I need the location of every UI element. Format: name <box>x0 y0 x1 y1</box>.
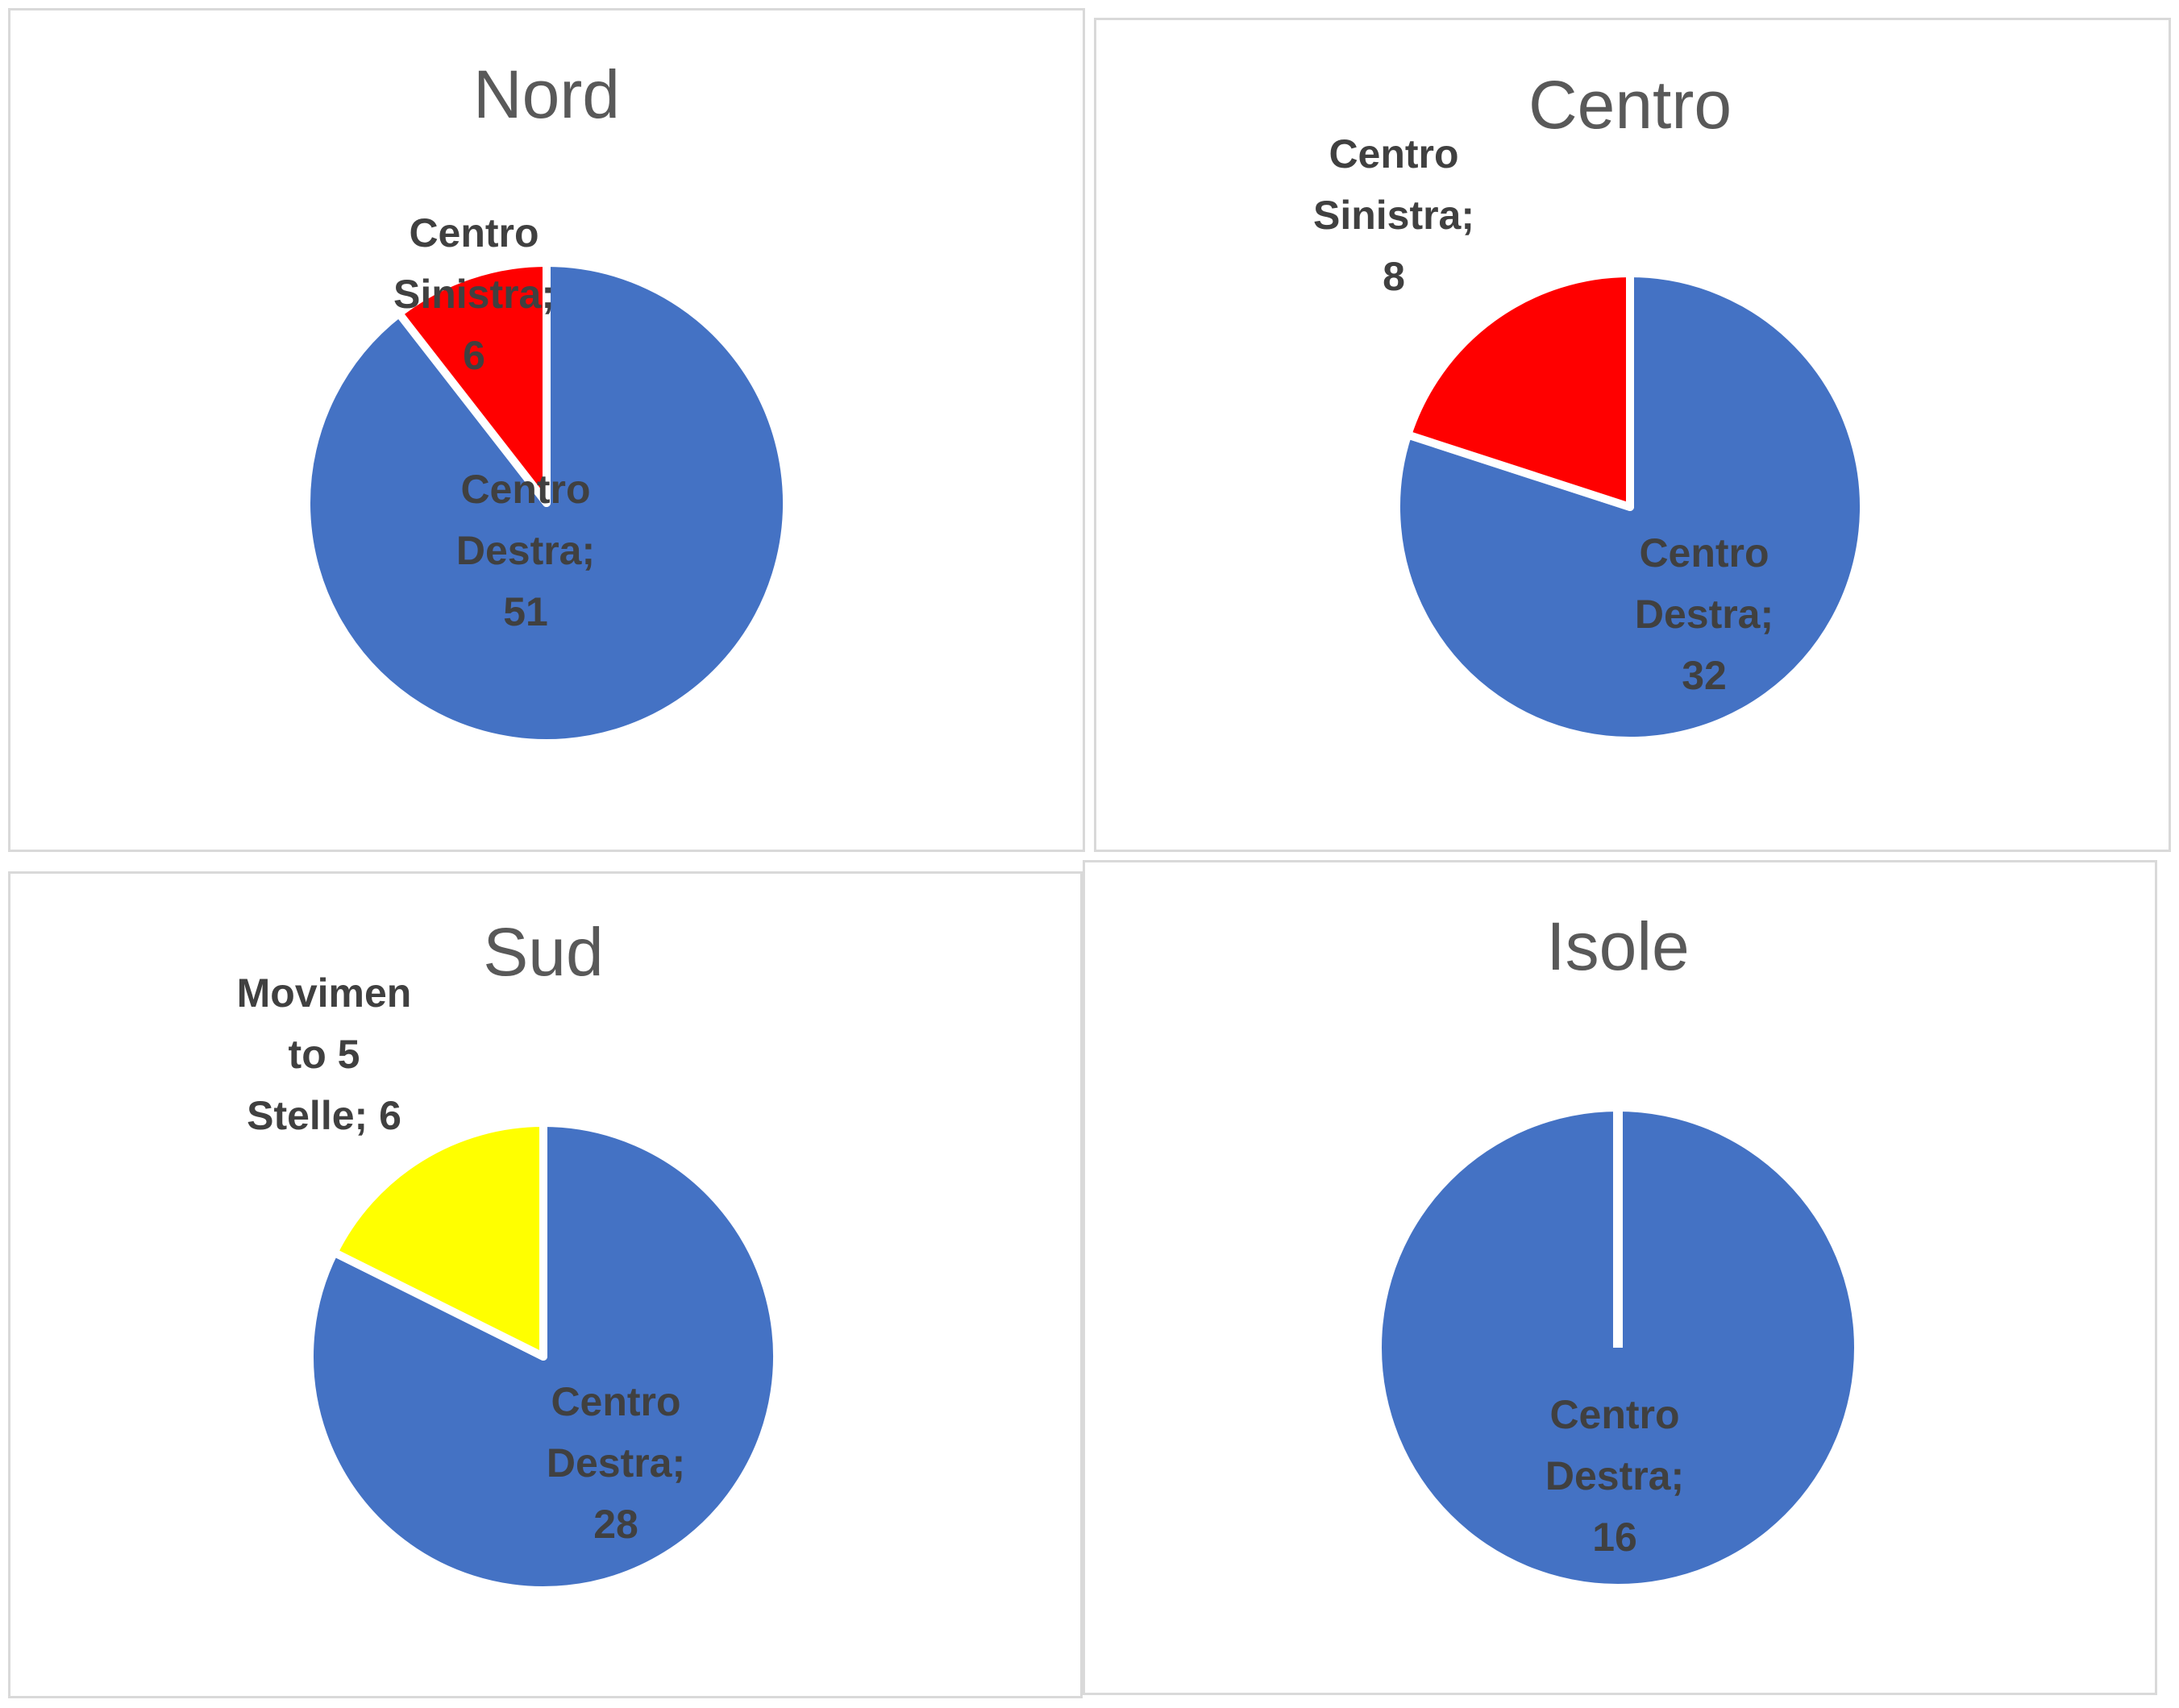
chart-title: Sud <box>483 914 603 990</box>
data-label: Centro Destra; 32 <box>1634 530 1774 698</box>
data-label: Centro Sinistra; 8 <box>1312 131 1475 299</box>
chart-title: Isole <box>1546 908 1689 984</box>
data-label: Centro Destra; 28 <box>546 1379 686 1547</box>
data-label: Centro Destra; 51 <box>455 467 596 634</box>
data-label: Centro Destra; 16 <box>1545 1392 1685 1560</box>
pie-slice <box>302 259 791 747</box>
pie-slice <box>330 1119 547 1361</box>
data-label: Movimento 5 Stelle; 6 <box>236 970 412 1138</box>
data-label: Centro Sinistra; 6 <box>393 210 555 378</box>
chart-title: Nord <box>473 56 620 132</box>
chart-title: Centro <box>1528 67 1732 143</box>
pie-slice <box>1403 269 1634 511</box>
pie-slice <box>394 259 551 507</box>
